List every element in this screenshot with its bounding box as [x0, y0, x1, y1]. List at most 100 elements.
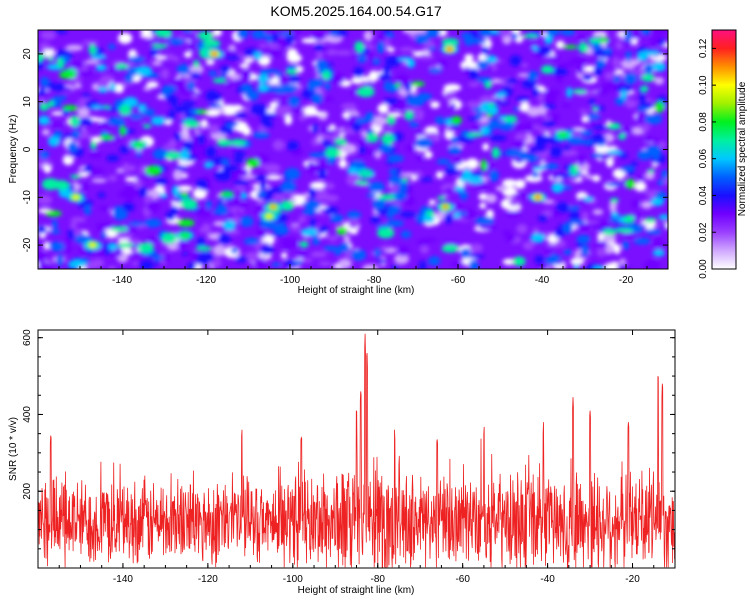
- spectrogram-cell: [89, 151, 102, 158]
- spectrogram-cell: [219, 65, 231, 74]
- spectrogram-cell: [188, 40, 196, 52]
- spectrogram-cell: [224, 55, 241, 61]
- spectrogram-cell: [576, 234, 591, 244]
- spectrogram-cell: [286, 141, 300, 152]
- spectrogram-cell: [284, 168, 301, 180]
- spectrogram-cell: [122, 202, 135, 213]
- colorbar-label: Normalized spectral amplitude: [737, 81, 748, 216]
- spectrogram-cell: [311, 123, 319, 134]
- spectrogram-cell: [465, 158, 479, 170]
- spectrogram-cell: [165, 211, 176, 222]
- spectrogram-cell: [521, 33, 539, 39]
- spectrogram-cell: [593, 265, 607, 269]
- spectrogram-cell: [406, 58, 416, 69]
- spectrogram-cell: [542, 120, 557, 127]
- spectrogram-cell: [300, 228, 318, 237]
- x-tick-label: -100: [283, 574, 303, 585]
- spectrogram-hotspot: [266, 214, 272, 219]
- spectrogram-cell: [352, 156, 366, 161]
- spectrogram-cell: [377, 103, 389, 114]
- spectrogram-cell: [129, 113, 144, 120]
- spectrogram-cell: [184, 51, 192, 58]
- spectrogram-cell: [577, 139, 595, 145]
- spectrogram-cell: [509, 55, 522, 67]
- spectrogram-cell: [576, 64, 585, 75]
- spectrogram-cell: [609, 200, 617, 213]
- spectrogram-cell: [241, 83, 252, 93]
- spectrogram-cell: [52, 180, 70, 190]
- spectrogram-cell: [466, 132, 483, 138]
- spectrogram-cell: [272, 139, 285, 151]
- colorbar-tick-label: 0.06: [698, 149, 709, 169]
- spectrogram-cell: [259, 69, 278, 74]
- spectrogram-cell: [181, 100, 196, 106]
- spectrogram-cell: [108, 265, 116, 269]
- spectrogram-cell: [368, 181, 385, 193]
- spectrogram-cell: [196, 236, 206, 248]
- spectrogram-cell: [570, 163, 579, 176]
- spectrogram-cell: [382, 97, 399, 105]
- spectrogram-cell: [542, 89, 561, 96]
- snr-xlabel: Height of straight line (km): [298, 585, 415, 596]
- spectrogram-cell: [202, 39, 221, 47]
- spectrogram-cell: [154, 260, 161, 266]
- spectrogram-cell: [445, 117, 452, 127]
- spectrogram-cell: [232, 157, 244, 164]
- spectrogram-cell: [78, 117, 94, 126]
- spectrogram-cell: [100, 231, 108, 239]
- spectrogram-cell: [443, 83, 462, 92]
- spectrogram-cell: [505, 148, 522, 157]
- spectrogram-cell: [249, 103, 268, 116]
- spectrogram-cell: [332, 72, 345, 85]
- spectrogram-cell: [388, 175, 402, 186]
- spectrogram-cell: [531, 171, 540, 179]
- spectrogram-cell: [356, 86, 375, 98]
- spectrogram-cell: [596, 141, 606, 147]
- spectrogram-cell: [619, 166, 635, 172]
- spectrogram-cell: [581, 211, 589, 221]
- spectrogram-cell: [443, 213, 454, 224]
- spectrogram-cell: [134, 180, 144, 189]
- spectrogram-cell: [326, 130, 335, 136]
- spectrogram-cell: [348, 217, 360, 229]
- spectrogram-cell: [288, 75, 300, 84]
- spectrogram-cell: [645, 228, 662, 235]
- spectrogram-cell: [145, 165, 162, 176]
- spectrogram-cell: [394, 82, 402, 88]
- spectrogram-cell: [364, 148, 376, 156]
- spectrogram-cell: [225, 82, 233, 88]
- spectrogram-cell: [581, 74, 593, 82]
- spectrogram-cell: [511, 32, 518, 40]
- spectrogram-cell: [168, 138, 177, 150]
- spectrogram-cell: [610, 211, 620, 219]
- spectrogram-cell: [222, 220, 237, 231]
- spectrogram-cell: [437, 195, 446, 201]
- spectrogram-cell: [84, 204, 92, 216]
- spectrogram-cell: [230, 104, 244, 112]
- spectrogram-cell: [277, 31, 295, 37]
- spectrogram-cell: [280, 200, 295, 211]
- spectrogram-ylabel: Frequency (Hz): [8, 115, 19, 184]
- spectrogram-cell: [97, 192, 106, 198]
- spectrogram-cell: [253, 51, 262, 61]
- spectrogram-cell: [531, 166, 545, 171]
- spectrogram-cell: [189, 64, 204, 75]
- spectrogram-cell: [151, 61, 163, 66]
- spectrogram-cell: [308, 187, 317, 199]
- spectrogram-cell: [284, 114, 293, 126]
- spectrogram-cell: [165, 151, 181, 161]
- spectrogram-cell: [39, 102, 50, 112]
- spectrogram-cell: [526, 106, 542, 117]
- spectrogram-cell: [91, 178, 107, 183]
- spectrogram-cell: [528, 147, 547, 153]
- spectrogram-cell: [551, 113, 560, 122]
- spectrogram-cell: [176, 185, 193, 192]
- spectrogram-cell: [265, 33, 273, 44]
- spectrogram-cell: [155, 30, 173, 38]
- spectrogram-cell: [309, 152, 326, 159]
- spectrogram-cell: [534, 255, 545, 265]
- spectrogram-cell: [52, 95, 62, 108]
- spectrogram-cell: [540, 163, 559, 170]
- spectrogram-cell: [637, 149, 652, 161]
- spectrogram-cell: [563, 249, 573, 256]
